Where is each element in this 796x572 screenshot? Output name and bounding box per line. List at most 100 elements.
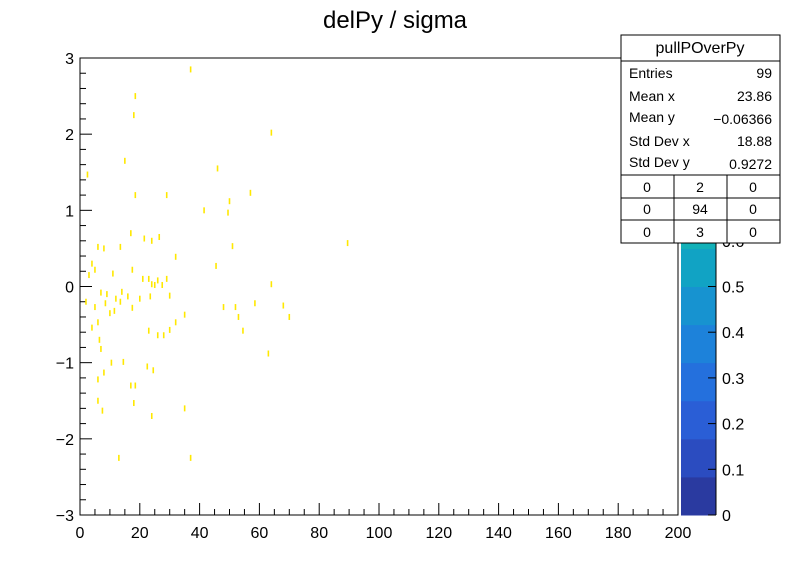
- data-point: [97, 376, 99, 383]
- data-point: [104, 300, 107, 307]
- stats-cell: 94: [692, 201, 708, 217]
- x-tick-label: 160: [545, 525, 572, 542]
- data-point: [150, 281, 153, 288]
- data-point: [100, 345, 102, 352]
- data-point: [103, 245, 105, 252]
- data-point: [216, 165, 219, 172]
- data-point: [113, 307, 116, 314]
- data-point: [119, 243, 122, 250]
- data-point: [227, 209, 229, 216]
- data-point: [121, 288, 123, 295]
- stats-label-std-y: Std Dev y: [629, 154, 690, 170]
- colorbar-band: [681, 476, 716, 516]
- stats-value-mean-x: 23.86: [737, 88, 772, 104]
- stats-value-std-x: 18.88: [737, 133, 772, 149]
- data-point: [249, 189, 252, 196]
- x-tick-label: 60: [251, 525, 269, 542]
- x-tick-label: 140: [485, 525, 512, 542]
- data-point: [183, 405, 186, 412]
- stats-value-entries: 99: [756, 65, 772, 81]
- colorbar-band: [681, 248, 716, 287]
- stats-value-mean-y: −0.06366: [713, 111, 772, 127]
- data-point: [222, 304, 225, 311]
- data-point: [110, 359, 113, 366]
- data-point: [162, 332, 165, 339]
- stats-cell: 0: [643, 201, 651, 217]
- data-point: [112, 270, 114, 277]
- axis-ticks: 0 20 40 60 80 100 120 140 160 180 200 −3 −2 −1 0 1 2 3: [56, 51, 692, 542]
- data-point: [103, 369, 105, 376]
- colorbar-tick-label: 0.3: [722, 371, 744, 388]
- data-point: [134, 192, 137, 199]
- colorbar-tick-label: 0.4: [722, 325, 744, 342]
- stats-label-mean-y: Mean y: [629, 109, 675, 125]
- data-point: [254, 300, 256, 307]
- data-point: [231, 243, 234, 250]
- data-point: [270, 129, 273, 136]
- colorbar-tick-label: 0.5: [722, 280, 744, 297]
- data-point: [146, 363, 149, 370]
- data-point: [156, 332, 159, 339]
- stats-box-frame: [620, 34, 781, 244]
- stats-cell: 0: [643, 224, 651, 240]
- data-point: [91, 324, 93, 331]
- data-point: [165, 275, 168, 282]
- data-point: [228, 198, 231, 205]
- x-tick-label: 0: [76, 525, 85, 542]
- data-point: [118, 454, 120, 461]
- data-point: [203, 207, 205, 214]
- data-point: [91, 260, 93, 267]
- data-points: [85, 66, 349, 461]
- colorbar-band: [681, 438, 716, 478]
- x-tick-label: 80: [310, 525, 328, 542]
- chart-title: delPy / sigma: [323, 7, 468, 34]
- data-point: [165, 192, 168, 199]
- data-point: [346, 240, 349, 247]
- x-tick-label: 180: [605, 525, 632, 542]
- data-point: [88, 272, 90, 279]
- data-point: [101, 407, 104, 414]
- data-point: [94, 304, 96, 311]
- stats-cell: 0: [749, 224, 757, 240]
- stats-cell: 0: [643, 179, 651, 195]
- stats-cell: 3: [696, 224, 704, 240]
- data-point: [86, 171, 89, 178]
- data-point: [97, 243, 99, 250]
- data-point: [189, 454, 192, 461]
- plot-frame: [79, 57, 679, 516]
- colorbar-band: [681, 286, 716, 326]
- data-point: [131, 266, 134, 273]
- y-tick-label: 0: [65, 280, 74, 297]
- y-tick-label: −1: [56, 356, 74, 373]
- data-point: [98, 336, 101, 343]
- data-point: [152, 367, 155, 374]
- colorbar-band: [681, 362, 716, 402]
- data-point: [127, 293, 129, 300]
- x-tick-label: 40: [191, 525, 209, 542]
- data-point: [183, 311, 186, 318]
- stats-cell: 2: [696, 179, 704, 195]
- data-point: [124, 157, 126, 164]
- y-tick-label: −2: [56, 432, 74, 449]
- data-point: [282, 302, 285, 309]
- data-point: [119, 298, 122, 305]
- data-point: [130, 230, 132, 237]
- stats-cell: 0: [749, 201, 757, 217]
- data-point: [97, 397, 99, 404]
- data-point: [174, 319, 177, 326]
- x-tick-label: 120: [425, 525, 452, 542]
- data-point: [288, 313, 291, 320]
- data-point: [242, 327, 244, 334]
- data-point: [168, 292, 171, 299]
- data-point: [149, 293, 152, 300]
- stats-label-std-x: Std Dev x: [629, 133, 690, 149]
- y-tick-label: 1: [65, 203, 74, 220]
- x-tick-label: 200: [665, 525, 692, 542]
- data-point: [161, 281, 164, 288]
- data-point: [168, 326, 171, 333]
- data-point: [134, 382, 137, 389]
- data-point: [143, 235, 146, 242]
- data-point: [234, 304, 237, 311]
